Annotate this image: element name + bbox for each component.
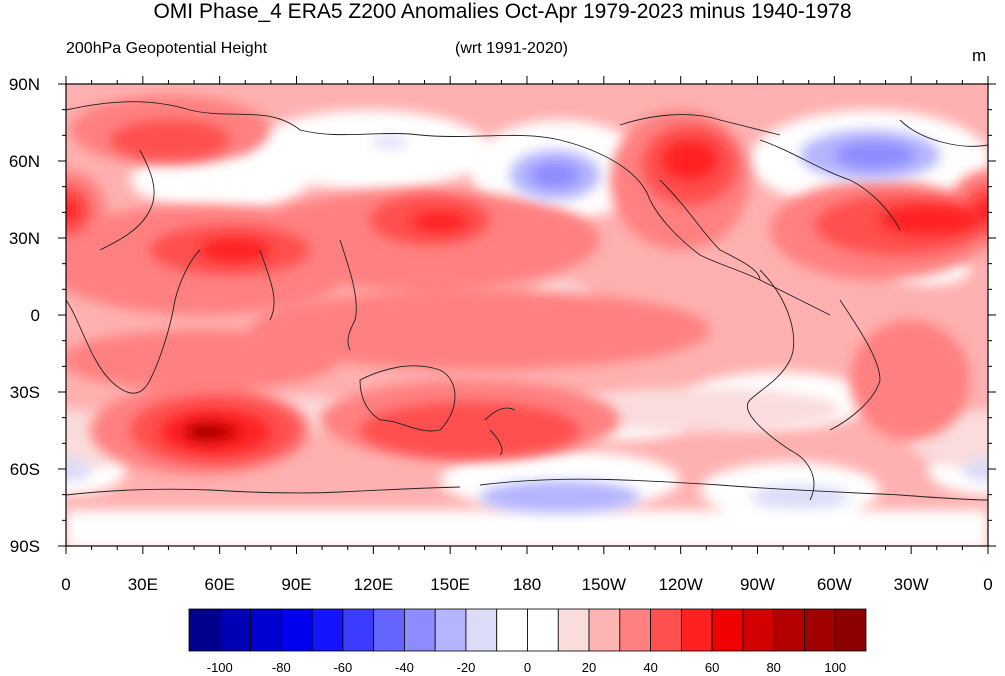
lat-label-30s: 30S xyxy=(9,383,40,402)
colorbar-tick-label: -100 xyxy=(206,660,233,675)
lat-label-30n: 30N xyxy=(8,229,40,248)
lon-label: 180 xyxy=(512,575,542,594)
lon-label: 60W xyxy=(816,575,852,594)
lon-label: 150W xyxy=(581,575,627,594)
coastlines xyxy=(66,101,988,501)
colorbar-tick-label: 80 xyxy=(766,660,781,675)
lat-label-60n: 60N xyxy=(8,152,40,171)
lat-label-60s: 60S xyxy=(9,460,40,479)
variable-label: 200hPa Geopotential Height xyxy=(66,40,268,57)
reference-period-label: (wrt 1991-2020) xyxy=(455,40,568,57)
lon-label: 30E xyxy=(127,575,158,594)
lon-label: 0 xyxy=(983,575,993,594)
colorbar-tick-label: -60 xyxy=(333,660,353,675)
lat-label-90s: 90S xyxy=(9,537,40,556)
lon-label: 120W xyxy=(658,575,703,594)
colorbar-tick-label: 40 xyxy=(643,660,658,675)
negative-regions xyxy=(66,130,988,513)
lon-label: 60E xyxy=(204,575,235,594)
colorbar-tick-label: 20 xyxy=(581,660,597,675)
lon-label: 90W xyxy=(740,575,775,594)
colorbar-tick-label: 0 xyxy=(523,660,532,675)
colorbar-tick-label: -20 xyxy=(456,660,476,675)
lon-label: 120E xyxy=(353,575,394,594)
peak-positive-regions xyxy=(66,140,988,454)
lat-label-90n: 90N xyxy=(8,75,40,94)
lon-label: 150E xyxy=(430,575,471,594)
colorbar-tick-label: -80 xyxy=(271,660,291,675)
axis-ticks xyxy=(58,76,996,554)
lon-label: 0 xyxy=(61,575,71,594)
lon-label: 30W xyxy=(893,575,929,594)
colorbar-tick-label: -40 xyxy=(395,660,414,675)
colorbar-tick-label: 60 xyxy=(704,660,720,675)
colorbar-tick-label: 100 xyxy=(824,660,847,675)
lon-label: 90E xyxy=(281,575,312,594)
lat-label-eq: 0 xyxy=(30,306,40,325)
units-label: m xyxy=(972,46,987,65)
plot-title: OMI Phase_4 ERA5 Z200 Anomalies Oct-Apr … xyxy=(153,0,852,23)
